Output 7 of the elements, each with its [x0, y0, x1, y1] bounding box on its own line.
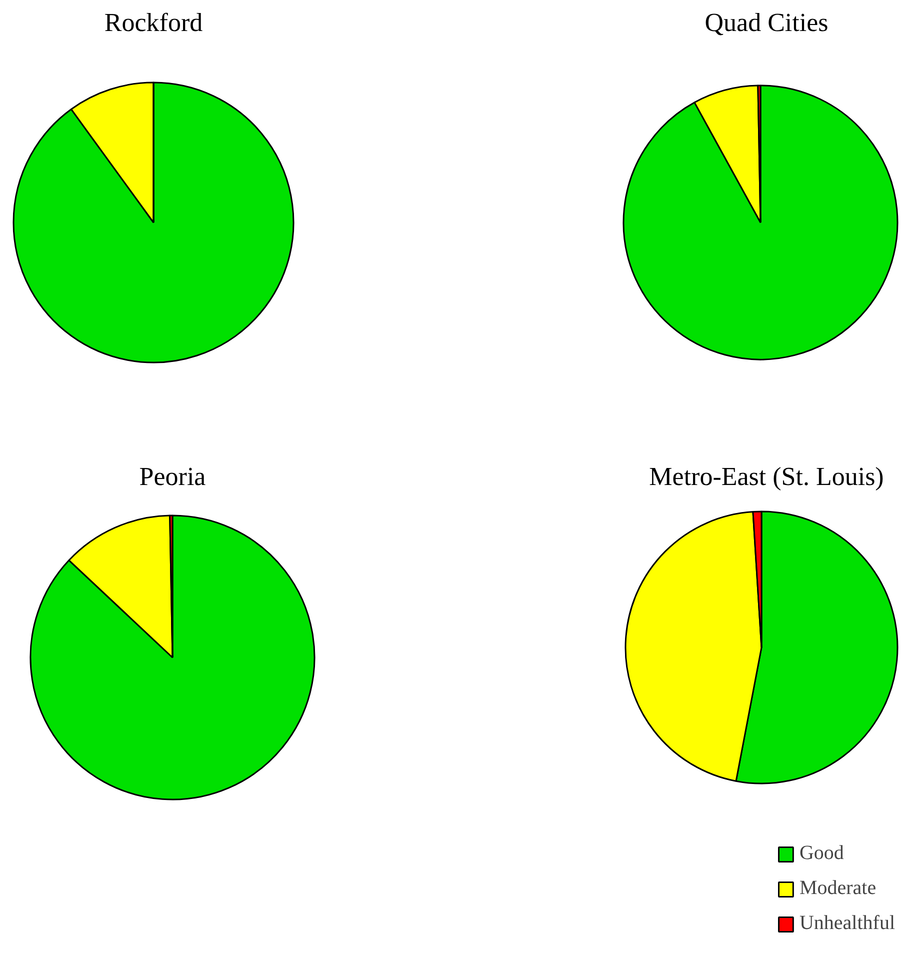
chart-title: Metro-East (St. Louis)	[649, 462, 884, 491]
legend-label: Moderate	[799, 877, 876, 900]
chart-title: Peoria	[139, 462, 206, 491]
legend-label: Unhealthful	[799, 912, 895, 935]
chart-title: Rockford	[104, 8, 203, 37]
legend-label: Good	[799, 842, 844, 865]
chart-title: Quad Cities	[704, 8, 828, 37]
